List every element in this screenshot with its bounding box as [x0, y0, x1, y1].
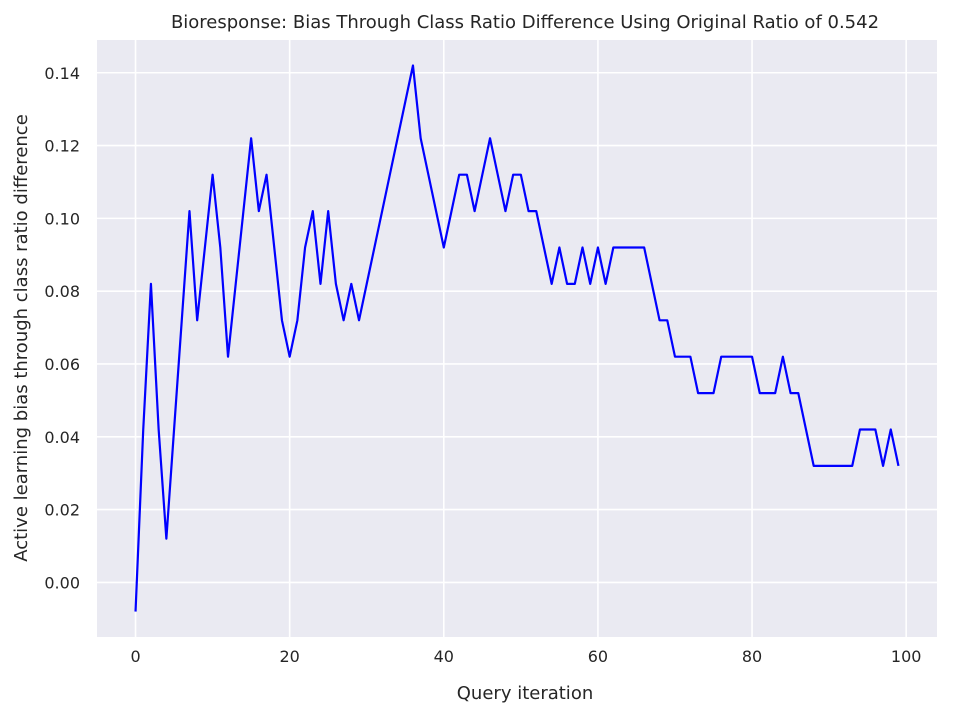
- y-tick-label: 0.02: [44, 501, 80, 520]
- series-line: [134, 64, 900, 612]
- grid-lines: [97, 40, 937, 637]
- plot-area: [97, 40, 937, 637]
- x-tick-labels: 0 20 40 60 80 100: [130, 647, 921, 666]
- y-tick-label: 0.06: [44, 355, 80, 374]
- x-axis-label: Query iteration: [457, 683, 593, 704]
- y-tick-label: 0.14: [44, 64, 80, 83]
- y-axis-label: Active learning bias through class ratio…: [11, 114, 32, 562]
- y-tick-label: 0.12: [44, 137, 80, 156]
- y-tick-label: 0.10: [44, 209, 80, 228]
- series-lines: [134, 64, 900, 612]
- x-tick-label: 60: [588, 647, 608, 666]
- x-tick-label: 0: [130, 647, 140, 666]
- y-tick-label: 0.08: [44, 282, 80, 301]
- x-tick-label: 20: [279, 647, 299, 666]
- x-tick-label: 100: [891, 647, 922, 666]
- y-tick-label: 0.00: [44, 573, 80, 592]
- x-tick-label: 40: [434, 647, 454, 666]
- x-tick-label: 80: [742, 647, 762, 666]
- chart-title: Bioresponse: Bias Through Class Ratio Di…: [171, 12, 879, 33]
- y-tick-labels: 0.00 0.02 0.04 0.06 0.08 0.10 0.12 0.14: [44, 64, 80, 593]
- y-tick-label: 0.04: [44, 428, 80, 447]
